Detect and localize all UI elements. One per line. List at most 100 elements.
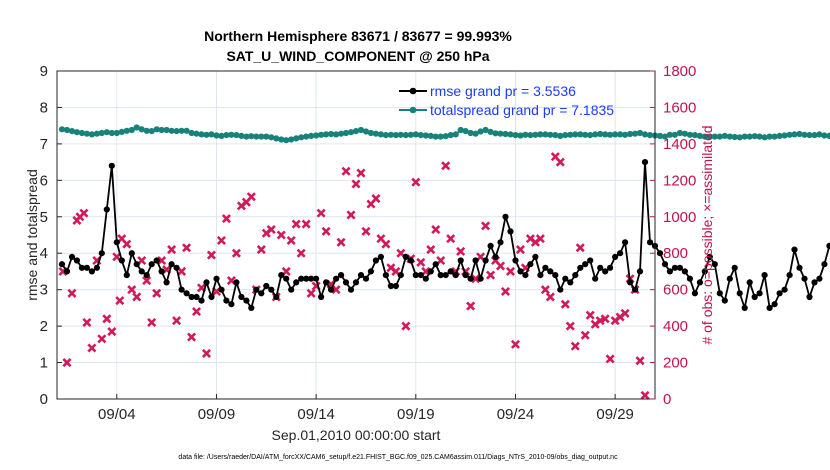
totalspread-point: [367, 129, 374, 137]
rmse-point: [83, 264, 90, 271]
obs-point: [321, 226, 331, 236]
rmse-point: [791, 246, 798, 253]
totalspread-point: [98, 129, 105, 137]
rmse-point: [193, 293, 200, 301]
rmse-point: [268, 286, 275, 293]
totalspread-point: [128, 126, 135, 134]
y-axis-label-right: # of obs: o=possible; ×=assimilated: [699, 125, 715, 344]
obs-point: [495, 261, 506, 271]
obs-point: [426, 245, 436, 255]
y-tick-label-left: 7: [40, 136, 48, 153]
totalspread-point: [512, 132, 519, 139]
y-tick-label-right: 200: [663, 355, 688, 372]
obs-point: [620, 308, 630, 318]
totalspread-point: [148, 128, 155, 135]
obs-point: [585, 310, 595, 320]
rmse-point: [223, 297, 230, 304]
rmse-point: [338, 272, 345, 279]
totalspread-point: [627, 130, 634, 138]
rmse-point: [118, 257, 125, 264]
totalspread-point: [63, 126, 71, 134]
rmse-point: [422, 275, 429, 282]
rmse-point: [273, 293, 280, 301]
obs-point: [545, 292, 555, 302]
rmse-point: [751, 293, 758, 301]
legend-spread-marker: [409, 106, 417, 114]
rmse-point: [233, 279, 240, 286]
totalspread-point: [816, 131, 823, 138]
rmse-point: [452, 272, 459, 279]
obs-point: [62, 358, 72, 368]
obs-point: [82, 317, 92, 327]
totalspread-point: [193, 130, 200, 137]
obs-point: [187, 332, 197, 342]
totalspread-point: [706, 133, 713, 140]
rmse-point: [163, 279, 170, 286]
rmse-point: [766, 304, 773, 311]
rmse-point: [527, 261, 534, 268]
rmse-point: [318, 293, 325, 301]
obs-point: [87, 343, 97, 353]
totalspread-point: [298, 134, 305, 141]
totalspread-point: [721, 132, 728, 139]
rmse-point: [816, 275, 823, 282]
totalspread-point: [347, 129, 355, 136]
rmse-point: [228, 301, 235, 308]
obs-point: [172, 316, 182, 326]
totalspread-point: [622, 131, 629, 138]
rmse-point: [477, 275, 484, 282]
rmse-point: [412, 272, 419, 279]
y-tick-label-right: 1800: [663, 63, 696, 80]
rmse-point: [796, 264, 803, 271]
obs-point: [266, 225, 276, 235]
totalspread-point: [258, 133, 265, 140]
rmse-point: [138, 268, 145, 275]
totalspread-point: [821, 132, 828, 139]
totalspread-point: [352, 128, 360, 135]
rmse-point: [756, 290, 763, 297]
rmse-point: [133, 261, 140, 268]
totalspread-point: [641, 131, 649, 138]
totalspread-point: [482, 126, 489, 134]
rmse-point: [362, 275, 370, 282]
totalspread-point: [811, 132, 818, 139]
rmse-point: [811, 279, 818, 286]
totalspread-point: [83, 130, 90, 137]
obs-point: [301, 219, 311, 229]
rmse-point: [153, 257, 160, 264]
rmse-point: [253, 286, 260, 293]
rmse-point: [68, 253, 76, 260]
totalspread-point: [392, 132, 399, 139]
obs-point: [157, 255, 167, 266]
rmse-point: [691, 290, 699, 297]
chart-title: Northern Hemisphere 83671 / 83677 = 99.9…: [204, 28, 512, 44]
totalspread-point: [552, 132, 559, 139]
x-tick-label: 09/29: [596, 406, 634, 423]
legend-spread-label: totalspread grand pr = 7.1835: [430, 102, 614, 118]
rmse-point: [686, 275, 694, 282]
totalspread-point: [417, 132, 424, 139]
rmse-point: [592, 275, 599, 282]
totalspread-point: [771, 133, 778, 140]
rmse-point: [298, 275, 305, 282]
legend: rmse grand pr = 3.5536 totalspread grand…: [399, 83, 614, 118]
rmse-point: [442, 272, 449, 279]
rmse-point: [278, 272, 285, 279]
totalspread-point: [303, 133, 310, 140]
y-tick-label-left: 8: [40, 99, 48, 116]
left-axis: 0 1 2 3 4 5 6 7 8 9: [40, 63, 62, 408]
totalspread-point: [467, 129, 474, 137]
rmse-point: [532, 253, 539, 260]
totalspread-point: [263, 133, 270, 140]
rmse-point: [63, 268, 71, 275]
y-tick-label-right: 400: [663, 318, 688, 335]
totalspread-point: [587, 132, 594, 139]
totalspread-point: [497, 130, 504, 137]
y-tick-label-right: 1600: [663, 99, 696, 116]
y-tick-label-left: 1: [40, 355, 48, 372]
totalspread-point: [756, 133, 763, 140]
totalspread-point: [228, 131, 235, 138]
rmse-point: [372, 257, 379, 264]
obs-point: [510, 339, 520, 349]
rmse-point: [676, 264, 684, 271]
